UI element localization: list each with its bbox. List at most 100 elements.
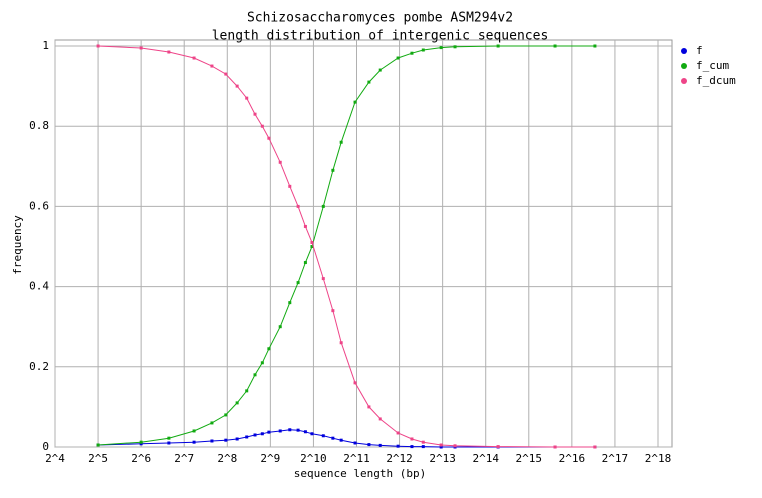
point (288, 428, 292, 432)
point (260, 124, 264, 128)
point (253, 433, 257, 437)
point (339, 438, 343, 442)
point (410, 437, 414, 441)
point (339, 140, 343, 144)
point (224, 72, 228, 76)
point (224, 438, 228, 442)
x-tick-label: 2^6 (131, 452, 151, 465)
x-tick-label: 2^13 (429, 452, 456, 465)
y-tick-label: 0 (42, 440, 49, 453)
x-tick-label: 2^14 (472, 452, 499, 465)
point (192, 56, 196, 60)
point (396, 431, 400, 435)
point (310, 432, 314, 436)
point (278, 160, 282, 164)
point (496, 445, 500, 449)
point (288, 301, 292, 305)
y-axis-label: frequency (11, 215, 24, 275)
y-tick-label: 0.2 (29, 360, 49, 373)
point (439, 46, 443, 50)
point (453, 45, 457, 49)
legend-marker (681, 78, 687, 84)
point (245, 96, 249, 100)
point (310, 240, 314, 244)
legend-label: f_dcum (696, 74, 736, 87)
point (303, 261, 307, 265)
point (235, 84, 239, 88)
point (278, 325, 282, 329)
x-tick-label: 2^5 (88, 452, 108, 465)
legend-marker (681, 48, 687, 54)
point (439, 443, 443, 447)
point (296, 281, 300, 285)
point (253, 112, 257, 116)
legend-label: f_cum (696, 59, 729, 72)
point (245, 435, 249, 439)
point (235, 437, 239, 441)
point (321, 277, 325, 281)
point (410, 51, 414, 55)
x-tick-label: 2^18 (645, 452, 672, 465)
point (96, 44, 100, 48)
x-tick-label: 2^17 (602, 452, 629, 465)
x-tick-label: 2^11 (343, 452, 370, 465)
point (453, 444, 457, 448)
point (167, 436, 171, 440)
point (139, 442, 143, 446)
point (321, 204, 325, 208)
point (353, 441, 357, 445)
point (260, 361, 264, 365)
point (593, 44, 597, 48)
point (553, 44, 557, 48)
point (267, 136, 271, 140)
plot-frame (54, 39, 673, 448)
point (367, 80, 371, 84)
x-tick-label: 2^9 (260, 452, 280, 465)
point (378, 68, 382, 72)
legend-label: f (696, 44, 703, 57)
x-tick-label: 2^8 (217, 452, 237, 465)
x-axis-label: sequence length (bp) (294, 467, 426, 480)
x-tick-label: 2^10 (300, 452, 327, 465)
point (192, 440, 196, 444)
point (396, 56, 400, 60)
chart-subtitle: length distribution of intergenic sequen… (212, 29, 549, 44)
point (139, 46, 143, 50)
point (331, 309, 335, 313)
point (331, 168, 335, 172)
point (139, 440, 143, 444)
series-line (98, 429, 595, 448)
point (321, 434, 325, 438)
point (353, 100, 357, 104)
series-line (98, 45, 595, 448)
x-tick-label: 2^12 (386, 452, 413, 465)
point (310, 245, 314, 248)
point (245, 389, 249, 393)
point (339, 341, 343, 345)
point (593, 445, 597, 449)
point (367, 405, 371, 409)
point (167, 50, 171, 54)
point (378, 443, 382, 447)
point (378, 417, 382, 421)
x-tick-label: 2^4 (45, 452, 65, 465)
point (296, 204, 300, 208)
y-tick-label: 1 (42, 39, 49, 52)
point (210, 439, 214, 443)
point (267, 430, 271, 434)
point (224, 413, 228, 417)
x-tick-label: 2^7 (174, 452, 194, 465)
point (267, 347, 271, 351)
point (367, 443, 371, 447)
point (288, 184, 292, 188)
point (260, 432, 264, 436)
x-tick-label: 2^16 (559, 452, 586, 465)
point (210, 421, 214, 425)
point (553, 445, 557, 449)
x-tick-label: 2^15 (516, 452, 543, 465)
y-tick-label: 0.8 (29, 119, 49, 132)
point (167, 441, 171, 445)
point (278, 429, 282, 433)
point (210, 64, 214, 68)
